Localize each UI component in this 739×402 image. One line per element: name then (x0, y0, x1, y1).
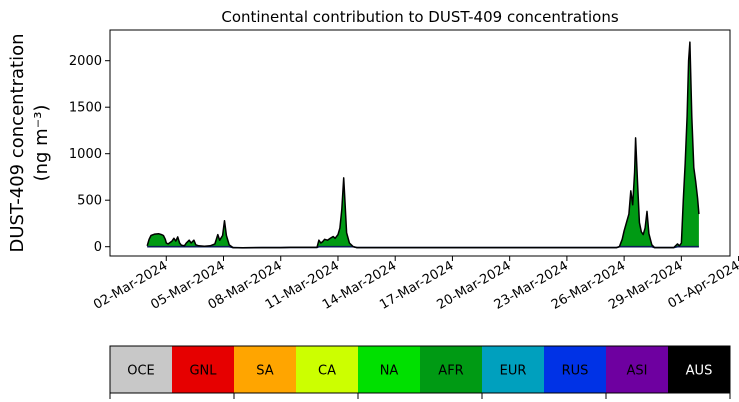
legend-swatch-gnl (172, 346, 235, 393)
y-tick-label: 1500 (69, 101, 102, 116)
series-baseline (147, 245, 699, 249)
y-tick-label: 500 (77, 194, 102, 209)
legend-label-oce: OCE (127, 364, 155, 379)
legend-swatch-eur (482, 346, 545, 393)
legend-swatch-rus (544, 346, 607, 393)
y-axis-label-line1: DUST-409 concentration (7, 33, 28, 252)
legend-label-na: NA (380, 364, 399, 379)
legend-swatch-sa (234, 346, 297, 393)
legend-swatch-oce (110, 346, 173, 393)
legend-swatch-ca (296, 346, 359, 393)
legend-swatch-na (358, 346, 421, 393)
legend-swatch-aus (668, 346, 731, 393)
legend-label-gnl: GNL (189, 364, 217, 379)
y-tick-label: 2000 (69, 54, 102, 69)
y-axis-label: DUST-409 concentration (ng m⁻³) (7, 33, 52, 252)
legend-swatch-afr (420, 346, 483, 393)
legend-colorbar: OCE GNL SA CA NA AFR EUR RUS ASI AUS (109, 345, 731, 399)
legend-label-sa: SA (256, 364, 273, 379)
y-tick-label: 1000 (69, 147, 102, 162)
x-axis: 02-Mar-202405-Mar-202408-Mar-202411-Mar-… (91, 256, 739, 313)
legend-swatch-asi (606, 346, 669, 393)
legend-frame (109, 345, 731, 394)
plot-area (109, 29, 731, 257)
y-tick-label: 0 (94, 240, 102, 255)
legend-label-aus: AUS (686, 364, 713, 379)
chart-title: Continental contribution to DUST-409 con… (221, 8, 618, 26)
plot-frame (109, 29, 731, 257)
series-area (147, 42, 699, 247)
legend-label-ca: CA (318, 364, 336, 379)
legend-label-eur: EUR (500, 364, 527, 379)
legend-label-afr: AFR (438, 364, 463, 379)
y-axis-label-line2: (ng m⁻³) (31, 105, 52, 182)
legend-label-asi: ASI (627, 364, 648, 379)
series-total-line (146, 41, 700, 249)
legend-label-rus: RUS (562, 364, 589, 379)
y-axis: 0 500 1000 1500 2000 (69, 54, 110, 255)
